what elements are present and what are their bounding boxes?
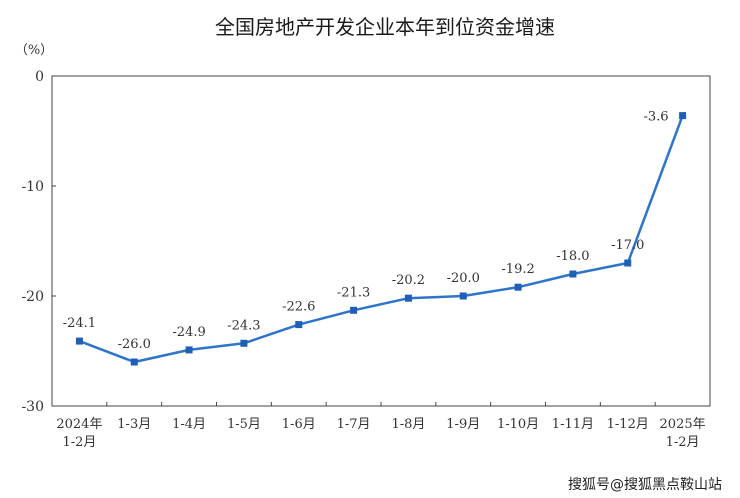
- y-tick-label: -30: [21, 399, 44, 415]
- x-tick-label: 1-12月: [607, 417, 649, 432]
- data-label: -22.6: [282, 300, 315, 315]
- data-point: [240, 339, 248, 347]
- data-label: -21.3: [337, 285, 370, 300]
- x-tick-label: 1-10月: [497, 417, 539, 432]
- data-label: -24.1: [63, 316, 96, 331]
- x-tick-label: 1-4月: [172, 417, 206, 432]
- x-tick-label-line: 1-3月: [117, 417, 151, 432]
- data-point: [679, 112, 687, 120]
- data-label: -24.3: [227, 318, 260, 333]
- data-label: -26.0: [118, 337, 151, 352]
- y-axis-ticks: 0 -10 -20 -30: [21, 69, 56, 415]
- x-tick-label-line: 1-11月: [552, 417, 594, 432]
- x-tick-label: 2024年 1-2月: [56, 417, 102, 450]
- watermark: 搜狐号@搜狐黑点鞍山站: [568, 477, 722, 493]
- data-point: [569, 270, 577, 278]
- x-tick-label-line: 1-6月: [282, 417, 316, 432]
- x-tick-label-line: 1-7月: [337, 417, 371, 432]
- data-point: [514, 283, 522, 291]
- x-tick-label: 1-6月: [282, 417, 316, 432]
- x-tick-label-line: 1-10月: [497, 417, 539, 432]
- x-tick-label: 2025年 1-2月: [660, 417, 706, 450]
- data-label: -19.2: [501, 262, 534, 277]
- x-tick-label-line: 1-12月: [607, 417, 649, 432]
- x-tick-label-line: 1-4月: [172, 417, 206, 432]
- x-tick-label-line: 2025年: [660, 417, 706, 432]
- chart-title: 全国房地产开发企业本年到位资金增速: [215, 15, 555, 39]
- y-axis-unit: （%）: [15, 43, 53, 58]
- data-labels: -24.1 -26.0 -24.9 -24.3 -22.6 -21.3 -20.2 -20.0…: [63, 110, 669, 352]
- x-tick-label-line: 2024年: [56, 417, 102, 432]
- data-point: [350, 306, 358, 314]
- data-label: -24.9: [172, 325, 205, 340]
- y-tick-label: 0: [35, 69, 44, 85]
- data-point: [404, 294, 412, 302]
- data-label: -18.0: [556, 249, 589, 264]
- y-tick-label: -20: [21, 289, 44, 305]
- y-tick-label: -10: [21, 179, 44, 195]
- x-tick-label-line: 1-2月: [62, 435, 96, 450]
- data-point: [624, 259, 632, 267]
- series-line-group: [78, 115, 684, 364]
- data-point: [459, 292, 467, 300]
- data-point: [295, 321, 303, 329]
- data-point: [130, 358, 138, 366]
- x-tick-label-line: 1-2月: [666, 435, 700, 450]
- series-line: [78, 115, 684, 364]
- x-axis-ticks: 2024年 1-2月 1-3月 1-4月 1-5月 1-6月 1-7月 1-8月 1-9月 1-1…: [56, 402, 706, 450]
- data-label: -17.0: [611, 238, 644, 253]
- x-tick-label: 1-5月: [227, 417, 261, 432]
- series-markers: [75, 112, 687, 366]
- data-label: -3.6: [644, 110, 669, 125]
- x-tick-label: 1-7月: [337, 417, 371, 432]
- x-tick-label-line: 1-8月: [391, 417, 425, 432]
- data-label: -20.2: [392, 273, 425, 288]
- x-tick-label-line: 1-5月: [227, 417, 261, 432]
- x-tick-label: 1-11月: [552, 417, 594, 432]
- x-tick-label: 1-3月: [117, 417, 151, 432]
- data-label: -20.0: [447, 271, 480, 286]
- data-point: [75, 337, 83, 345]
- data-point: [185, 346, 193, 354]
- x-tick-label-line: 1-9月: [446, 417, 480, 432]
- x-tick-label: 1-8月: [391, 417, 425, 432]
- x-tick-label: 1-9月: [446, 417, 480, 432]
